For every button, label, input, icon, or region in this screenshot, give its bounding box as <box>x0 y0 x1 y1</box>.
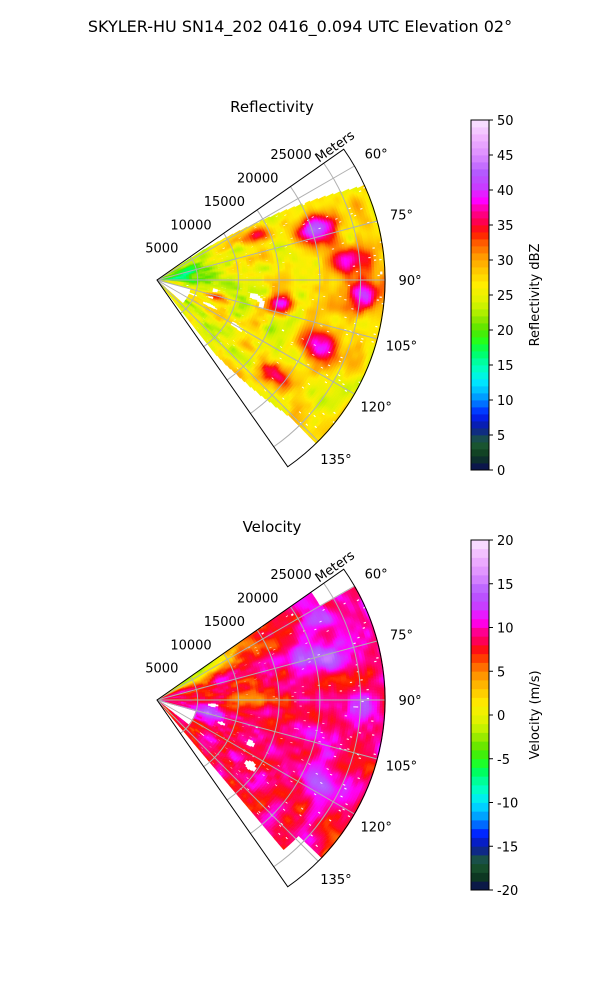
radar-figure: SKYLER-HU SN14_202 0416_0.094 UTC Elevat… <box>0 0 600 1000</box>
reflectivity-title: Reflectivity <box>230 98 314 116</box>
figure-title: SKYLER-HU SN14_202 0416_0.094 UTC Elevat… <box>88 17 512 37</box>
